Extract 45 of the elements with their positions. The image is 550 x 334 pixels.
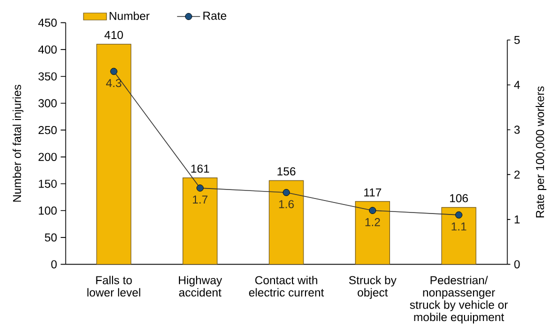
data-label: 410 bbox=[104, 30, 123, 40]
y2-tick-label: 0 bbox=[514, 260, 520, 268]
y-tick-label: 50 bbox=[44, 233, 57, 242]
bar bbox=[182, 178, 218, 265]
x-tick-label: Falls to lower level bbox=[87, 276, 140, 297]
x-tick-label: Pedestrian/ nonpassenger struck by vehicle or mobile equipment bbox=[410, 276, 508, 324]
y-axis-title: Number of fatal injuries bbox=[12, 84, 24, 202]
bar bbox=[441, 207, 476, 265]
data-label: 156 bbox=[278, 167, 296, 176]
y2-tick-label: 3 bbox=[514, 126, 520, 134]
y-tick-label: 250 bbox=[38, 126, 57, 134]
y-tick-label: 100 bbox=[38, 206, 57, 215]
y2-tick-label: 1 bbox=[514, 215, 520, 224]
data-label: 106 bbox=[450, 194, 468, 202]
point bbox=[369, 206, 376, 214]
y-tick-label: 300 bbox=[38, 99, 57, 108]
y-tick-label: 200 bbox=[38, 152, 57, 161]
y-tick-label: 0 bbox=[51, 260, 57, 268]
data-label: 117 bbox=[364, 188, 382, 196]
y2-tick-label: 5 bbox=[514, 36, 520, 44]
x-tick-label: Contact with electric current bbox=[249, 276, 324, 297]
data-label: 1.1 bbox=[452, 222, 466, 230]
bar bbox=[355, 201, 390, 265]
data-label: 1.6 bbox=[279, 200, 294, 208]
y-tick-label: 150 bbox=[38, 180, 57, 188]
data-label: 4.3 bbox=[106, 78, 122, 88]
point bbox=[282, 188, 290, 196]
bar bbox=[268, 180, 304, 265]
legend-label: Rate bbox=[203, 12, 226, 20]
y-tick-label: 400 bbox=[38, 45, 57, 54]
x-tick-label: Struck by object bbox=[349, 276, 396, 299]
data-label: 1.2 bbox=[365, 218, 380, 226]
y-tick-label: 450 bbox=[38, 18, 57, 27]
x-tick-label: Highway accident bbox=[178, 276, 222, 297]
y-tick-label: 350 bbox=[38, 72, 57, 80]
data-label: 1.7 bbox=[192, 196, 208, 204]
point bbox=[455, 211, 462, 219]
point bbox=[196, 184, 204, 192]
data-label: 161 bbox=[191, 164, 210, 173]
y2-tick-label: 4 bbox=[514, 80, 520, 89]
point bbox=[110, 68, 118, 75]
y2-tick-label: 2 bbox=[514, 170, 520, 179]
legend-label: Number bbox=[110, 12, 150, 20]
y2-axis-title: Rate per 100,000 workers bbox=[536, 86, 546, 218]
bar bbox=[96, 44, 132, 265]
